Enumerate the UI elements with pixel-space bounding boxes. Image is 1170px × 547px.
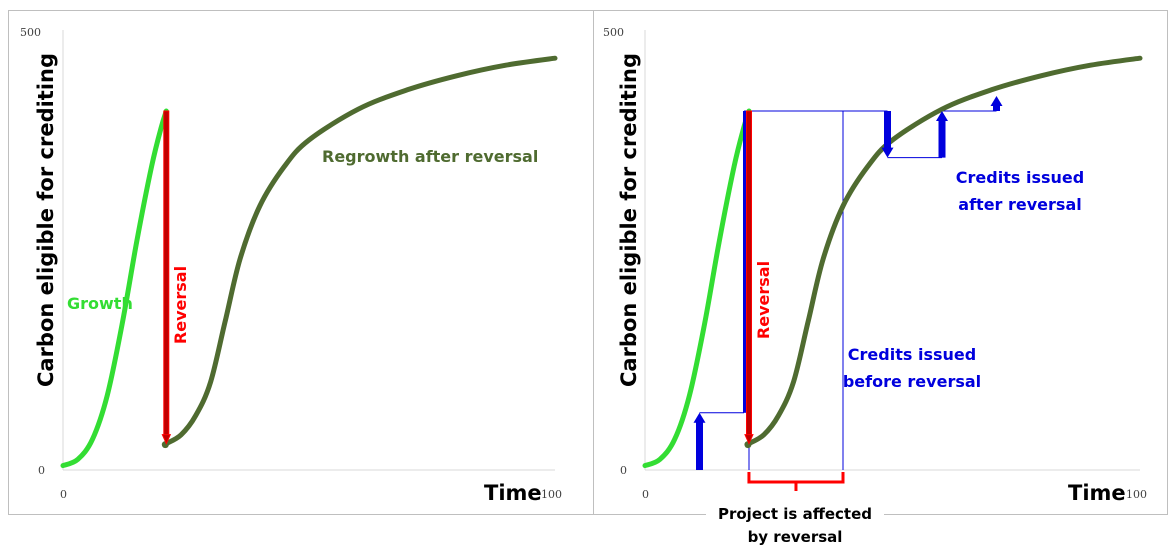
credits-after-label-line2: after reversal [958, 195, 1081, 214]
credit-arrow-after-1 [881, 111, 894, 158]
left-y-axis-title: Carbon eligible for crediting [34, 53, 58, 387]
credit-arrow-before-1 [693, 412, 706, 470]
right-y-tick-500: 500 [603, 26, 624, 39]
left-panel-frame [8, 10, 594, 515]
right-x-tick-0: 0 [642, 488, 649, 501]
right-growth-line [642, 108, 752, 469]
credit-arrow-after-3 [990, 96, 1003, 111]
left-y-tick-0: 0 [38, 464, 45, 477]
right-panel-frame [593, 10, 1168, 515]
left-y-tick-500: 500 [20, 26, 41, 39]
right-x-tick-100: 100 [1126, 488, 1147, 501]
right-reversal-label: Reversal [754, 261, 773, 339]
left-chart: 500 0 0 100 Time Carbon eligible for cre… [20, 26, 562, 505]
affected-period-bracket [747, 472, 845, 491]
left-x-axis-title: Time [484, 481, 542, 505]
right-reversal-arrow [744, 110, 754, 445]
left-growth-line [60, 108, 169, 469]
right-x-axis-title: Time [1068, 481, 1126, 505]
credits-after-label-line1: Credits issued [956, 168, 1084, 187]
affected-label-line1: Project is affected [718, 505, 872, 523]
credits-before-label-line1: Credits issued [848, 345, 976, 364]
right-y-axis-title: Carbon eligible for crediting [617, 53, 641, 387]
left-regrowth-label: Regrowth after reversal [322, 147, 538, 166]
left-growth-label: Growth [67, 294, 133, 313]
affected-label-line2: by reversal [748, 528, 843, 546]
right-y-tick-0: 0 [620, 464, 627, 477]
left-x-tick-0: 0 [60, 488, 67, 501]
right-regrowth-line [746, 55, 1143, 447]
affected-label-background [706, 500, 884, 546]
credits-before-label-line2: before reversal [843, 372, 981, 391]
left-x-tick-100: 100 [541, 488, 562, 501]
left-reversal-label: Reversal [171, 266, 190, 344]
credit-arrow-after-2 [936, 111, 948, 158]
right-chart: 500 0 0 100 Time Carbon eligible for cre… [603, 26, 1147, 505]
left-reversal-arrow [161, 110, 172, 445]
left-regrowth-line [163, 55, 558, 447]
